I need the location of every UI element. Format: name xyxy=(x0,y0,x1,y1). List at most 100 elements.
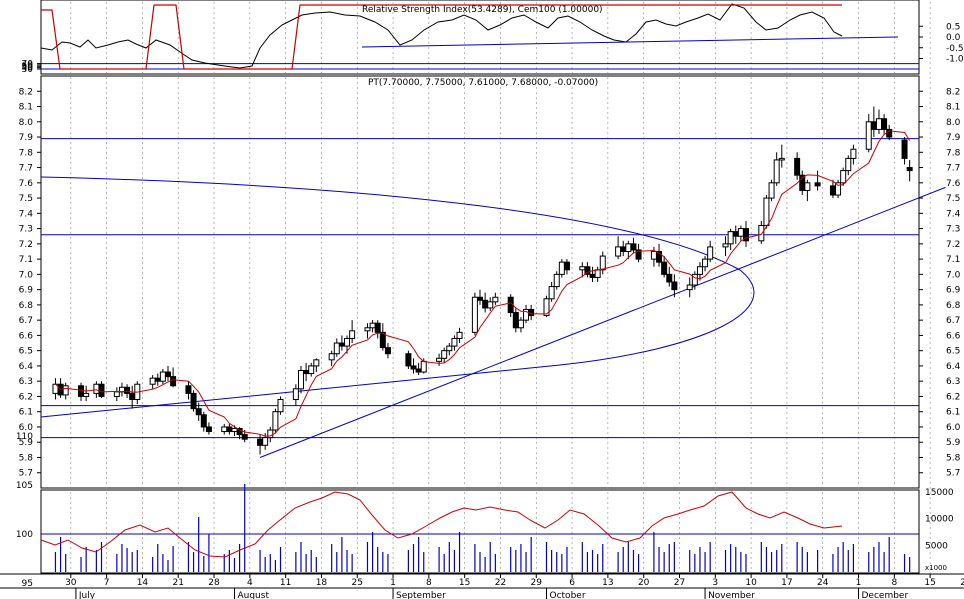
volume-right-tick: 15000 xyxy=(925,488,954,498)
price-tick: 6.1 xyxy=(19,408,33,418)
price-tick: 6.3 xyxy=(19,377,33,387)
candle-body xyxy=(441,350,448,359)
candle-body xyxy=(471,296,478,333)
date-axis: 30 7 14 21 28 4 11 18 25 1 8 15 22 29 6 13 20 27 3 10 17 24 1 8… xyxy=(65,574,964,599)
price-tick: 7.1 xyxy=(19,255,33,265)
candle-body xyxy=(661,261,668,275)
price-right-tick: 7.5 xyxy=(946,194,960,204)
candle-body xyxy=(308,365,315,375)
volume-right-tick: 10000 xyxy=(925,515,954,525)
candle-body xyxy=(379,331,386,349)
volume-bars xyxy=(54,484,911,572)
volume-tick: 110 xyxy=(16,432,33,442)
volume-right-axis: 15000 10000 5000 xyxy=(925,488,954,551)
candle-body xyxy=(881,118,888,130)
day-label: 24 xyxy=(817,578,829,588)
candle-body xyxy=(840,170,847,184)
trend-curves xyxy=(40,176,946,458)
rsi-tick: 60 xyxy=(22,61,34,71)
candle-body xyxy=(226,426,233,433)
candle-body xyxy=(277,398,284,413)
rsi-lines xyxy=(40,3,919,70)
candle-body xyxy=(154,377,161,382)
candle-body xyxy=(768,182,775,199)
price-tick: 7.5 xyxy=(19,194,33,204)
price-right-tick: 7.2 xyxy=(946,240,960,250)
candle-body xyxy=(338,342,345,347)
cem-line xyxy=(41,4,842,70)
candle-body xyxy=(671,281,678,291)
price-tick: 7.6 xyxy=(19,179,34,189)
candle-body xyxy=(778,157,785,161)
month-label: October xyxy=(550,591,586,599)
candle-body xyxy=(236,427,243,436)
price-tick: 5.8 xyxy=(19,453,34,463)
day-label: 22 xyxy=(495,578,506,588)
price-right-tick: 7.1 xyxy=(946,255,960,265)
price-right-tick: 5.7 xyxy=(946,469,960,479)
price-right-tick: 7.3 xyxy=(946,225,960,235)
volume-scale-label: x1000 xyxy=(925,564,947,572)
price-right-axis: 8.2 8.1 8.0 7.9 7.8 7.7 7.6 7.5 7.4 7.3 7.2 7.1 7.0 6… xyxy=(919,87,961,479)
rsi-tick: 30 xyxy=(22,65,34,75)
candle-body xyxy=(98,383,105,397)
day-label: 21 xyxy=(172,578,183,588)
candle-body xyxy=(901,139,908,159)
moving-average xyxy=(55,130,911,437)
candle-body xyxy=(615,246,622,257)
fitted-arc xyxy=(40,176,755,418)
panel-frame xyxy=(40,489,920,574)
candle-body xyxy=(845,157,852,172)
day-label: 28 xyxy=(208,578,220,588)
day-label: 20 xyxy=(638,578,650,588)
candle-body xyxy=(185,385,192,394)
candle-body xyxy=(262,437,269,446)
candle-body xyxy=(650,250,657,260)
candle-body xyxy=(164,371,171,378)
candle-body xyxy=(686,284,693,291)
candle-body xyxy=(727,231,734,245)
candle-body xyxy=(124,386,131,394)
rsi-right-tick: 0.0 xyxy=(946,33,961,43)
candle-body xyxy=(292,388,299,400)
candle-body xyxy=(773,159,780,184)
candle-body xyxy=(737,228,744,237)
day-label: 13 xyxy=(602,578,613,588)
price-tick: 7.8 xyxy=(19,148,34,158)
candle-body xyxy=(482,299,489,309)
candle-body xyxy=(742,228,749,242)
candle-body xyxy=(369,322,376,329)
price-tick: 7.4 xyxy=(19,209,34,219)
candle-body xyxy=(487,301,494,309)
candle-body xyxy=(303,370,310,375)
price-right-tick: 7.7 xyxy=(946,164,960,174)
candle-body xyxy=(149,377,156,385)
candle-body xyxy=(829,185,836,196)
candle-body xyxy=(420,360,427,373)
day-label: 30 xyxy=(65,578,77,588)
candle-body xyxy=(170,376,177,387)
price-tick: 6.4 xyxy=(19,362,34,372)
volume-tick: 100 xyxy=(16,530,33,540)
day-label: 1 xyxy=(390,578,396,588)
price-right-tick: 7.8 xyxy=(946,148,961,158)
candle-body xyxy=(364,327,371,332)
price-left-axis: 8.2 8.1 8.0 7.9 7.8 7.7 7.6 7.5 7.4 7.3 7.2 7.1 7.0 6… xyxy=(19,87,41,479)
candle-body xyxy=(865,121,872,150)
candle-body xyxy=(850,148,857,159)
candle-body xyxy=(446,345,453,352)
rsi-right-tick: -1.0 xyxy=(946,55,964,65)
price-tick: 8.2 xyxy=(19,87,33,97)
moving-average-line xyxy=(55,130,911,437)
day-label: 1 xyxy=(856,578,862,588)
price-tick: 6.7 xyxy=(19,316,33,326)
volume-right-tick: 5000 xyxy=(925,541,948,551)
day-label: 11 xyxy=(280,578,291,588)
price-right-tick: 6.2 xyxy=(946,392,960,402)
candle-body xyxy=(328,353,335,361)
price-right-tick: 6.3 xyxy=(946,377,960,387)
candle-body xyxy=(870,121,877,130)
candle-body xyxy=(113,391,120,397)
candle-body xyxy=(620,246,627,252)
